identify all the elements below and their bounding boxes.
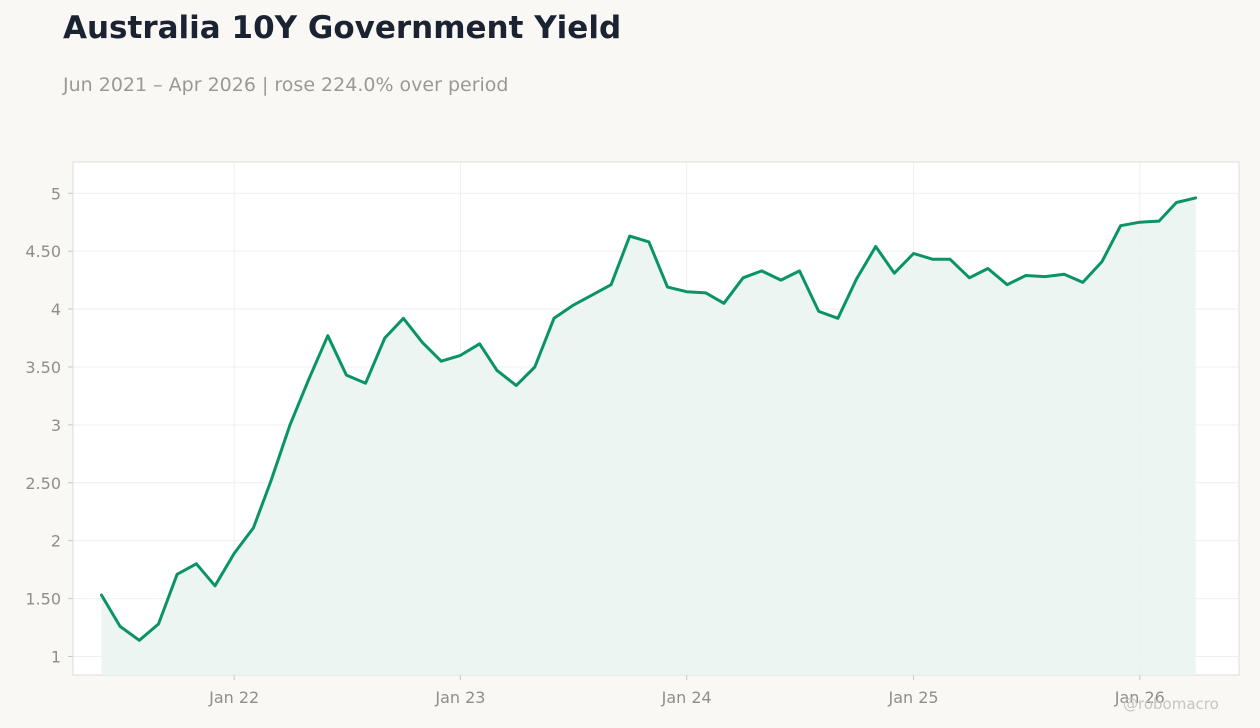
data-point <box>779 278 783 282</box>
data-point <box>175 573 179 576</box>
data-point <box>1175 201 1178 204</box>
data-point <box>364 382 367 385</box>
watermark: @robomacro <box>1123 695 1219 713</box>
data-point <box>213 584 217 587</box>
x-tick-label: Jan 24 <box>661 688 712 707</box>
data-point <box>533 365 536 369</box>
data-point <box>1194 196 1197 200</box>
yield-area-fill <box>101 197 1196 675</box>
data-point <box>421 341 424 344</box>
data-point <box>138 639 141 642</box>
data-point <box>1119 224 1122 227</box>
data-point <box>931 258 934 261</box>
data-point <box>968 276 971 279</box>
data-point <box>1157 219 1161 223</box>
data-point <box>195 562 198 565</box>
data-point <box>912 252 915 255</box>
data-point <box>1100 260 1104 263</box>
data-point <box>948 258 952 261</box>
x-tick-label: Jan 23 <box>434 688 485 707</box>
data-point <box>893 272 896 275</box>
data-point <box>722 302 726 305</box>
data-point <box>233 552 236 555</box>
data-point <box>571 304 574 307</box>
data-point <box>685 290 688 293</box>
data-point <box>628 234 631 238</box>
y-tick-label: 4.50 <box>25 242 61 261</box>
y-tick-label: 1.50 <box>25 590 61 609</box>
data-point <box>798 269 801 273</box>
data-point <box>1063 273 1066 276</box>
data-point <box>1006 283 1009 286</box>
data-point <box>552 317 556 320</box>
x-tick-label: Jan 26 <box>1114 688 1165 707</box>
data-point <box>345 373 348 377</box>
data-point <box>440 360 443 363</box>
data-point <box>666 285 669 289</box>
y-tick-label: 3.50 <box>25 358 61 377</box>
data-point <box>1081 281 1085 284</box>
data-point <box>647 240 651 244</box>
data-point <box>855 277 858 281</box>
chart-subtitle: Jun 2021 – Apr 2026 | rose 224.0% over p… <box>63 74 509 96</box>
data-point <box>760 269 763 273</box>
data-point <box>704 291 708 295</box>
data-point <box>157 622 160 626</box>
data-point <box>326 334 329 337</box>
data-point <box>1024 274 1028 277</box>
data-point <box>252 526 255 530</box>
data-point <box>288 423 292 427</box>
data-point <box>269 480 272 483</box>
y-tick-label: 3 <box>51 416 61 435</box>
data-point <box>402 317 405 320</box>
data-points <box>100 196 1197 642</box>
y-tick-label: 2 <box>51 532 61 551</box>
x-axis-ticks: Jan 22 Jan 23 Jan 24 Jan 25 Jan 26 <box>208 675 1165 707</box>
data-point <box>817 310 820 313</box>
data-point <box>478 342 481 345</box>
data-point <box>836 317 840 320</box>
y-axis-ticks: 1 1.50 2 2.50 3 3.50 4 4.50 5 <box>25 184 73 666</box>
data-point <box>986 267 990 270</box>
y-tick-label: 1 <box>51 647 61 666</box>
data-point <box>100 593 103 597</box>
data-point <box>307 378 310 381</box>
y-tick-label: 2.50 <box>25 474 61 493</box>
data-point <box>495 369 499 372</box>
data-point <box>874 245 877 248</box>
data-point <box>609 283 613 286</box>
data-point <box>459 354 462 357</box>
data-point <box>590 294 593 297</box>
data-point <box>515 384 518 387</box>
data-point <box>1043 275 1047 278</box>
y-tick-label: 5 <box>51 184 61 203</box>
data-point <box>1138 221 1142 224</box>
x-tick-label: Jan 22 <box>208 688 259 707</box>
data-point <box>118 625 122 628</box>
data-point <box>741 276 745 279</box>
chart-title: Australia 10Y Government Yield <box>63 10 622 46</box>
x-tick-label: Jan 25 <box>888 688 939 707</box>
y-tick-label: 4 <box>51 300 61 319</box>
data-point <box>383 336 386 340</box>
